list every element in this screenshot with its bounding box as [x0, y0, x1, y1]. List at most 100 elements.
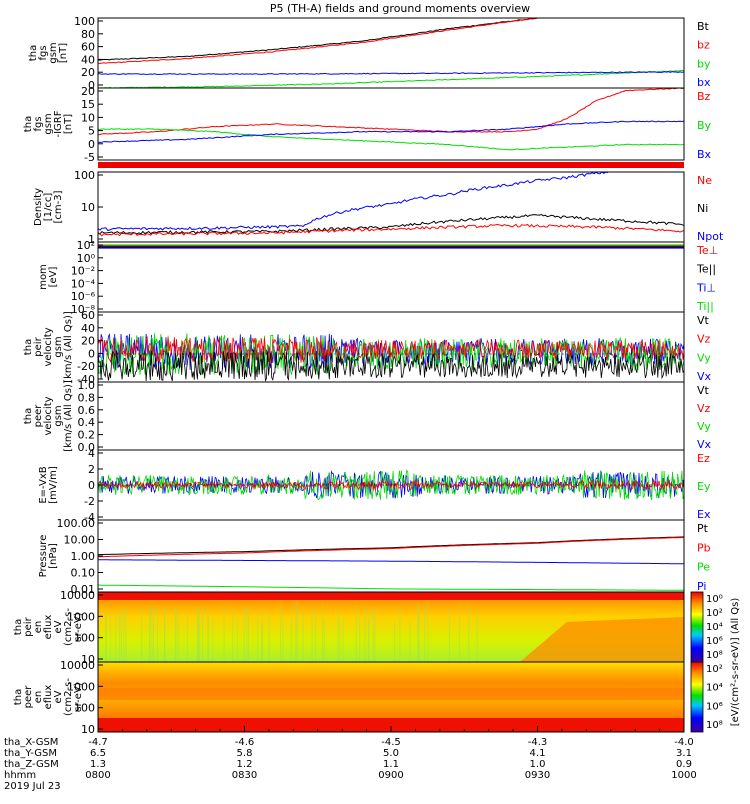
y-tick-label: -4	[84, 511, 95, 524]
y-axis-label-line: gsm	[53, 405, 64, 426]
y-axis-label-line: [nT]	[63, 114, 74, 134]
x-row-value: 1.1	[383, 759, 399, 770]
y-axis-label: thapeervelocitygsm[km/s (All Qs)]	[23, 380, 74, 452]
legend-Pt: Pt	[697, 522, 709, 535]
y-axis-label-line: peir	[33, 336, 44, 356]
y-axis-label-line: tha	[13, 619, 24, 635]
legend-Ex: Ex	[697, 508, 711, 521]
y-tick-label: 10	[81, 723, 95, 736]
colorbar-tick: 10⁴	[706, 683, 723, 694]
legend-Vz: Vz	[697, 402, 711, 415]
x-row-label: hhmm	[4, 770, 36, 781]
x-row-value: -4.5	[381, 737, 401, 748]
series-line-Ni	[97, 213, 685, 235]
spectrogram-band	[98, 688, 684, 700]
x-row-value: -4.7	[88, 737, 108, 748]
y-axis-label-line: gsm	[43, 113, 54, 134]
legend-Bx: Bx	[697, 148, 712, 161]
x-row-value: 1.2	[237, 759, 253, 770]
y-axis-label: thafgsgsm[nT]	[28, 42, 69, 63]
y-tick-label: 1000	[67, 610, 95, 623]
legend-By: By	[697, 119, 712, 132]
x-row-value: 0830	[232, 770, 257, 781]
spectrogram-band	[98, 592, 684, 600]
y-tick-label: 1000	[67, 680, 95, 693]
y-tick-label: 40	[81, 322, 95, 335]
y-tick-label: 10000	[60, 659, 95, 672]
legend-Pe: Pe	[697, 561, 710, 574]
panel-frame	[97, 17, 685, 89]
series-noise-green	[97, 469, 685, 501]
y-tick-label: 1	[88, 233, 95, 246]
colorbar	[690, 661, 704, 733]
y-axis-label-line: eV	[53, 620, 64, 633]
colorbar-tick: 10⁶	[706, 701, 723, 712]
x-row-value: 0930	[525, 770, 550, 781]
y-tick-label: 0.8	[78, 391, 96, 404]
y-tick-label: 10⁻⁸	[71, 303, 96, 316]
y-tick-label: 0	[88, 479, 95, 492]
y-tick-label: 0.2	[78, 429, 96, 442]
y-axis-label-line: tha	[13, 689, 24, 705]
y-tick-label: 100	[74, 632, 95, 645]
series-line-Bt	[97, 17, 538, 61]
y-axis-label-line: gsm	[53, 336, 64, 357]
y-axis-label-line: [eV]	[48, 267, 59, 288]
colorbar	[690, 591, 704, 663]
y-axis-label-line: fgs	[38, 45, 49, 60]
legend-Bt: Bt	[697, 20, 710, 33]
legend-Ni: Ni	[697, 202, 708, 215]
y-tick-label: 15	[81, 98, 95, 111]
legend-Vy: Vy	[697, 420, 711, 433]
y-axis-label-line: E=-VxB	[38, 466, 49, 503]
y-tick-label: 0.0	[78, 441, 96, 454]
y-axis-label-line: en	[33, 621, 44, 634]
legend-Vt: Vt	[697, 314, 710, 327]
colorbar-tick: 10⁰	[706, 594, 723, 605]
legend-Vy: Vy	[697, 351, 711, 364]
y-axis-label-line: sr-eV)	[73, 612, 84, 641]
y-axis-label: E=-VxB[mV/m]	[38, 466, 59, 504]
y-axis-label-line: eflux	[43, 615, 54, 640]
x-row-value: -4.0	[674, 737, 694, 748]
y-axis-label-line: tha	[28, 45, 39, 61]
y-tick-label: 0.6	[78, 404, 96, 417]
y-axis-label-line: Pressure	[38, 535, 49, 578]
x-row-value: 6.5	[90, 748, 106, 759]
y-tick-label: -40	[77, 373, 95, 386]
legend-Vx: Vx	[697, 438, 712, 451]
panel-peer_vel: 1.00.80.60.40.20.0 thapeervelocitygsm[km/…	[23, 379, 712, 454]
y-tick-label: 0.01	[71, 583, 96, 596]
y-tick-label: 4	[88, 447, 95, 460]
x-row-value: 0.9	[676, 759, 692, 770]
y-axis-label-line: -IGRF	[53, 110, 64, 137]
y-tick-label: 100	[74, 702, 95, 715]
colorbar-tick: 10⁴	[706, 622, 723, 633]
y-axis-label-line: tha	[23, 339, 34, 355]
y-tick-label: 1.0	[78, 379, 96, 392]
legend-Pi: Pi	[697, 580, 706, 593]
series-line-Pb	[97, 537, 685, 558]
legend-Vt: Vt	[697, 384, 710, 397]
y-axis-label-line: [nPa]	[48, 543, 59, 569]
y-tick-label: 100	[74, 15, 95, 28]
y-tick-label: 10.00	[64, 534, 96, 547]
panel-peir_spec: 10000 1000 100 10 thapeirenefluxeV(cm2-s-sr-…	[13, 589, 685, 666]
y-axis-label-line: tha	[23, 408, 34, 424]
x-row-value: 1.0	[530, 759, 546, 770]
series-noise-red	[97, 336, 685, 364]
x-row-value: 3.1	[676, 748, 692, 759]
panel-frame	[97, 171, 685, 243]
y-tick-label: 5	[88, 125, 95, 138]
y-tick-label: 80	[81, 28, 95, 41]
legend-Vz: Vz	[697, 333, 711, 346]
panel-efield: 4 2 0 -2 -4 E=-VxB[mV/m] Ez Ey Ex	[38, 447, 711, 524]
x-row-value: 1000	[671, 770, 696, 781]
y-tick-label: 10	[81, 201, 95, 214]
y-axis-label-line: (cm2-s-	[63, 678, 74, 716]
y-tick-label: -5	[84, 151, 95, 164]
panel-frame	[97, 87, 685, 161]
